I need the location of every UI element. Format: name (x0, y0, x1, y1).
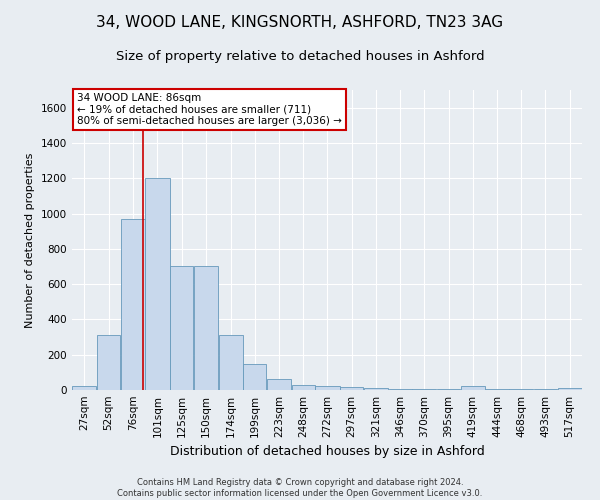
Bar (145, 178, 170, 390)
Bar (557, 388, 582, 390)
Bar (218, 336, 243, 390)
Bar (412, 389, 436, 390)
Bar (267, 378, 291, 390)
Bar (389, 389, 412, 390)
Bar (364, 388, 388, 390)
Text: 34, WOOD LANE, KINGSNORTH, ASHFORD, TN23 3AG: 34, WOOD LANE, KINGSNORTH, ASHFORD, TN23… (97, 15, 503, 30)
Text: 34 WOOD LANE: 86sqm
← 19% of detached houses are smaller (711)
80% of semi-detac: 34 WOOD LANE: 86sqm ← 19% of detached ho… (77, 93, 342, 126)
Bar (437, 389, 460, 390)
Bar (170, 266, 193, 390)
Bar (194, 266, 218, 390)
Bar (121, 219, 145, 390)
Bar (316, 386, 340, 390)
Bar (243, 364, 266, 390)
Y-axis label: Number of detached properties: Number of detached properties (25, 152, 35, 328)
Bar (485, 389, 509, 390)
Bar (97, 336, 120, 390)
Bar (534, 389, 557, 390)
Text: Size of property relative to detached houses in Ashford: Size of property relative to detached ho… (116, 50, 484, 63)
X-axis label: Distribution of detached houses by size in Ashford: Distribution of detached houses by size … (170, 446, 484, 458)
Bar (461, 386, 485, 390)
Bar (340, 388, 364, 390)
Bar (292, 384, 315, 390)
Text: Contains HM Land Registry data © Crown copyright and database right 2024.
Contai: Contains HM Land Registry data © Crown c… (118, 478, 482, 498)
Bar (509, 389, 533, 390)
Bar (72, 386, 97, 390)
